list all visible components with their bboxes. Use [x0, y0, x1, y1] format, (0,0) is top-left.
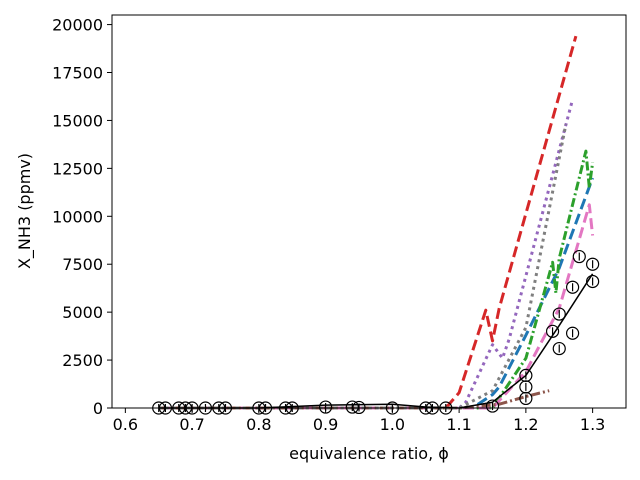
- data-point: [319, 400, 333, 414]
- y-tick-label: 2500: [62, 351, 103, 370]
- y-tick-label: 17500: [52, 64, 103, 83]
- y-tick-label: 20000: [52, 16, 103, 35]
- y-tick-label: 7500: [62, 255, 103, 274]
- data-point: [586, 257, 600, 271]
- plot-frame: [111, 14, 627, 409]
- series-line-2: [158, 99, 575, 410]
- series-line-1: [158, 35, 578, 410]
- x-tick-label: 1.0: [380, 415, 405, 434]
- data-point: [352, 400, 366, 415]
- data-point: [572, 249, 586, 264]
- data-point: [586, 274, 600, 289]
- y-axis-label: X_NH3 (ppmv): [15, 153, 35, 269]
- y-tick-label: 0: [93, 399, 103, 418]
- data-point: [545, 324, 560, 338]
- y-tick-label: 10000: [52, 207, 103, 226]
- y-tick-label: 12500: [52, 159, 103, 178]
- x-tick-label: 0.9: [313, 415, 338, 434]
- x-tick-label: 0.8: [246, 415, 271, 434]
- x-tick-label: 1.2: [513, 415, 538, 434]
- series-line-4: [158, 149, 595, 410]
- x-tick-label: 0.6: [113, 415, 138, 434]
- y-tick-label: 15000: [52, 111, 103, 130]
- x-axis: 0.6 0.7 0.8 0.9 1.0 1.1 1.2 1.3: [113, 408, 605, 434]
- x-tick-label: 0.7: [179, 415, 204, 434]
- series-line-7: [158, 124, 568, 410]
- data-point: [552, 341, 566, 356]
- data-point: [345, 400, 359, 414]
- x-tick-label: 1.3: [580, 415, 605, 434]
- y-tick-label: 5000: [62, 303, 103, 322]
- data-point: [519, 391, 533, 406]
- x-tick-label: 1.1: [446, 415, 471, 434]
- x-axis-label: equivalence ratio, ϕ: [289, 444, 449, 463]
- data-point: [552, 307, 566, 321]
- data-point: [565, 326, 580, 340]
- y-axis: 0 2500 5000 7500 10000 12500 15000 17500 20000: [52, 16, 112, 418]
- data-point: [565, 280, 580, 294]
- data-point: [485, 399, 500, 413]
- plot-area: [112, 15, 626, 408]
